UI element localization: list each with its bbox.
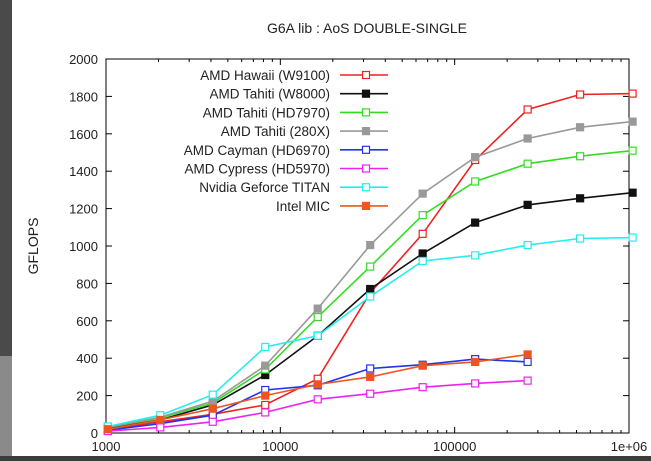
background-strip-lower (0, 356, 12, 456)
data-point (418, 229, 427, 238)
data-point (313, 304, 322, 313)
data-point (471, 218, 480, 227)
data-point (208, 404, 217, 413)
data-point (418, 383, 427, 392)
x-tick-label: 1e+06 (611, 439, 648, 454)
legend-label: AMD Cypress (HD5970) (184, 162, 330, 177)
y-tick-label: 600 (76, 314, 98, 329)
data-point (628, 89, 637, 98)
legend-label: Nvidia Geforce TITAN (199, 180, 330, 195)
data-point (103, 425, 112, 434)
data-point (523, 134, 532, 143)
y-tick-label: 200 (76, 389, 98, 404)
data-point (156, 415, 165, 425)
legend-label: Intel MIC (276, 199, 330, 214)
y-tick-label: 0 (91, 426, 98, 441)
legend-label: AMD Hawaii (W9100) (200, 68, 330, 83)
data-point (208, 417, 217, 426)
y-tick-label: 1200 (69, 202, 98, 217)
data-point (313, 331, 322, 340)
y-tick-label: 400 (76, 351, 98, 366)
legend-swatch-marker (361, 183, 371, 192)
legend: AMD Hawaii (W9100) AMD Tahiti (W8000) AMD … (184, 68, 388, 214)
data-point (418, 189, 427, 198)
data-point (628, 233, 637, 242)
data-point (523, 105, 532, 114)
data-point (313, 395, 322, 404)
legend-swatch-marker (361, 126, 371, 136)
data-point (418, 211, 427, 220)
legend-label: AMD Tahiti (HD7970) (203, 105, 330, 120)
chart-panel: G6A lib : AoS DOUBLE-SINGLE GFLOPS 0 200 4… (12, 0, 651, 456)
data-point (523, 376, 532, 385)
data-point (261, 400, 270, 410)
data-point (576, 194, 585, 203)
legend-swatch-marker (361, 70, 371, 80)
data-point (628, 117, 637, 126)
data-point (576, 123, 585, 132)
y-axis-ticks: 0 200 400 600 800 1000 1200 1400 1600 1800 2000 (69, 52, 629, 441)
data-point (523, 357, 532, 367)
data-point (156, 423, 165, 432)
x-tick-label: 1000 (92, 439, 121, 454)
data-point (523, 350, 532, 359)
legend-swatch-marker (361, 145, 371, 154)
data-point (418, 249, 427, 258)
data-point (576, 234, 585, 243)
legend-label: AMD Tahiti (W8000) (209, 87, 330, 102)
data-point (418, 256, 427, 266)
data-point (471, 153, 480, 162)
data-point (366, 364, 375, 373)
data-point (471, 177, 480, 186)
legend-swatch-marker (361, 108, 371, 117)
data-point (576, 90, 585, 99)
chart-title: G6A lib : AoS DOUBLE-SINGLE (267, 20, 467, 36)
y-tick-label: 1600 (69, 127, 98, 142)
y-tick-label: 800 (76, 276, 98, 291)
legend-swatch-marker (361, 89, 371, 98)
legend-label: AMD Tahiti (280X) (221, 124, 330, 139)
chart-svg: G6A lib : AoS DOUBLE-SINGLE GFLOPS 0 200 4… (25, 20, 648, 454)
data-point (313, 380, 322, 389)
data-point (366, 372, 375, 381)
legend-swatch-marker (361, 201, 371, 210)
data-point (261, 361, 270, 370)
data-point (366, 240, 375, 250)
background-strip (0, 0, 12, 456)
x-tick-label: 10000 (262, 439, 298, 454)
data-point (261, 408, 270, 417)
data-point (261, 342, 270, 352)
data-point (523, 240, 532, 250)
data-point (208, 390, 217, 399)
data-point (471, 251, 480, 260)
data-point (471, 357, 480, 367)
legend-swatch-marker (361, 164, 371, 173)
y-tick-label: 2000 (69, 52, 98, 67)
data-point (628, 188, 637, 197)
data-point (313, 312, 322, 322)
data-point (366, 262, 375, 271)
data-point (628, 146, 637, 155)
x-axis-ticks: 1000 10000 100000 1e+06 (92, 59, 648, 454)
x-tick-label: 100000 (433, 439, 476, 454)
series-layer (103, 89, 637, 436)
y-tick-label: 1000 (69, 239, 98, 254)
legend-label: AMD Cayman (HD6970) (184, 143, 330, 158)
data-point (418, 361, 427, 370)
y-tick-label: 1800 (69, 89, 98, 104)
data-point (471, 379, 480, 388)
data-point (523, 159, 532, 168)
data-point (366, 389, 375, 398)
data-point (576, 152, 585, 161)
data-point (523, 200, 532, 209)
y-tick-label: 1400 (69, 164, 98, 179)
y-axis-label: GFLOPS (25, 218, 41, 275)
data-point (261, 391, 270, 400)
data-point (366, 292, 375, 301)
series-line (107, 353, 528, 431)
data-point (366, 284, 375, 294)
